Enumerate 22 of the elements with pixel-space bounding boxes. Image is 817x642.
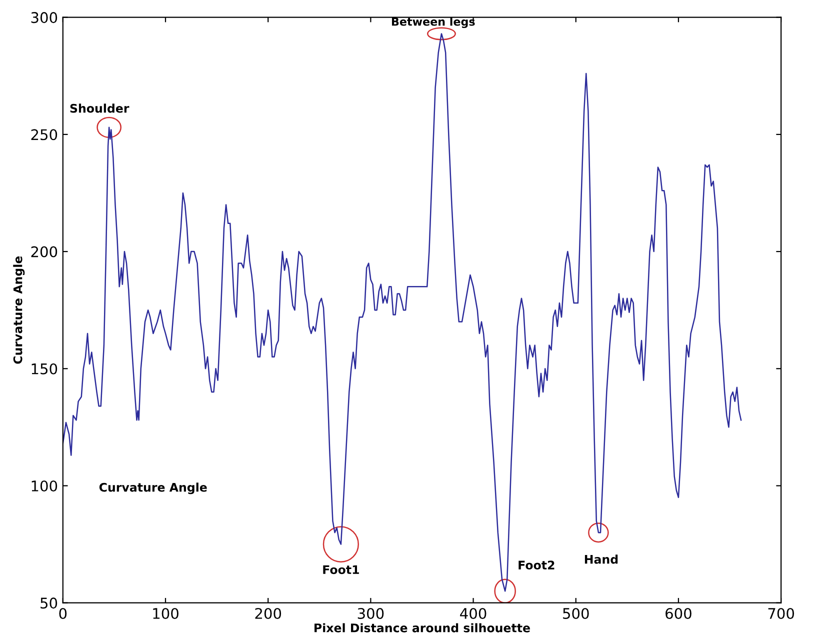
- y-tick-label: 100: [32, 480, 58, 492]
- x-tick-label: 0: [59, 608, 67, 619]
- y-tick-label: 200: [31, 246, 58, 258]
- y-axis-title: Curvature Angle: [13, 256, 25, 364]
- y-tick-label: 250: [31, 129, 58, 140]
- x-tick-label: 700: [768, 608, 794, 619]
- y-tick-label: 300: [31, 12, 58, 24]
- x-tick-label: 600: [666, 608, 692, 619]
- annotation: Foot2: [518, 560, 554, 570]
- x-tick-label: 500: [563, 608, 589, 619]
- x-tick-label: 400: [460, 608, 486, 619]
- x-tick-label: 300: [358, 608, 384, 619]
- annotation: Foot1: [323, 565, 359, 574]
- annotation: Shoulder: [70, 104, 130, 113]
- x-tick-label: 100: [153, 608, 178, 619]
- y-tick-label: 50: [40, 598, 58, 609]
- y-tick-label: 150: [32, 363, 58, 374]
- annotation: Hand: [584, 554, 618, 564]
- x-axis-title: Pixel Distance around silhouette: [314, 623, 530, 632]
- x-tick-label: 200: [255, 608, 282, 619]
- annotation: Curvature Angle: [99, 482, 207, 494]
- annotation: Between legs: [392, 17, 475, 28]
